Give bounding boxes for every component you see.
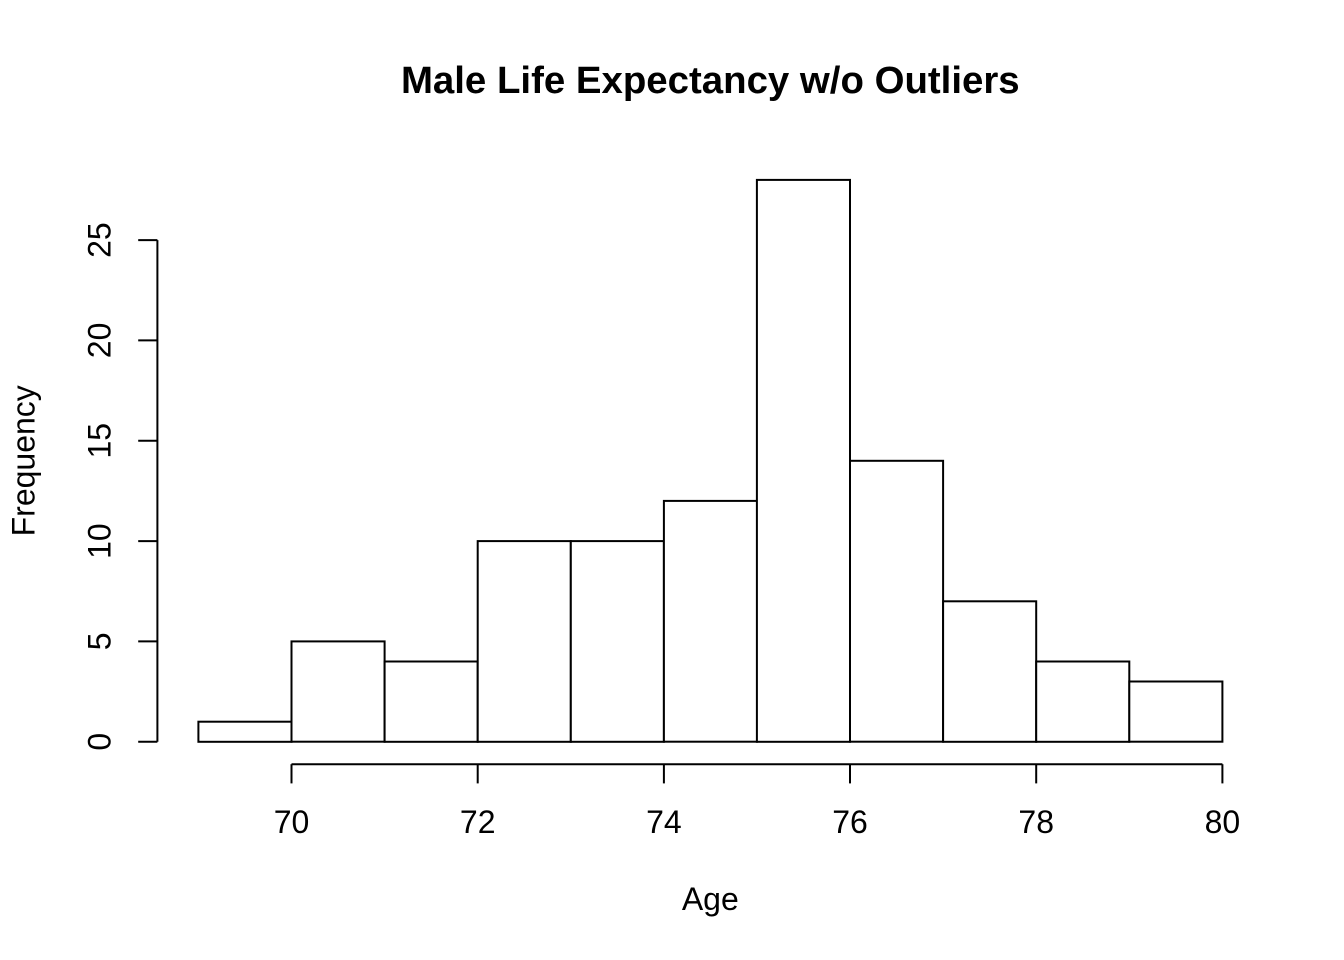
svg-text:76: 76 [832, 804, 868, 840]
svg-text:72: 72 [460, 804, 496, 840]
svg-text:5: 5 [82, 633, 118, 651]
svg-text:Male Life Expectancy w/o Outli: Male Life Expectancy w/o Outliers [401, 59, 1020, 102]
svg-text:25: 25 [82, 222, 118, 258]
svg-text:70: 70 [274, 804, 310, 840]
svg-text:80: 80 [1205, 804, 1241, 840]
svg-text:0: 0 [82, 733, 118, 751]
svg-text:20: 20 [82, 323, 118, 359]
svg-text:10: 10 [82, 523, 118, 559]
svg-text:78: 78 [1018, 804, 1054, 840]
svg-text:15: 15 [82, 423, 118, 459]
svg-text:74: 74 [646, 804, 682, 840]
svg-text:Frequency: Frequency [6, 385, 42, 536]
svg-text:Age: Age [682, 881, 739, 917]
